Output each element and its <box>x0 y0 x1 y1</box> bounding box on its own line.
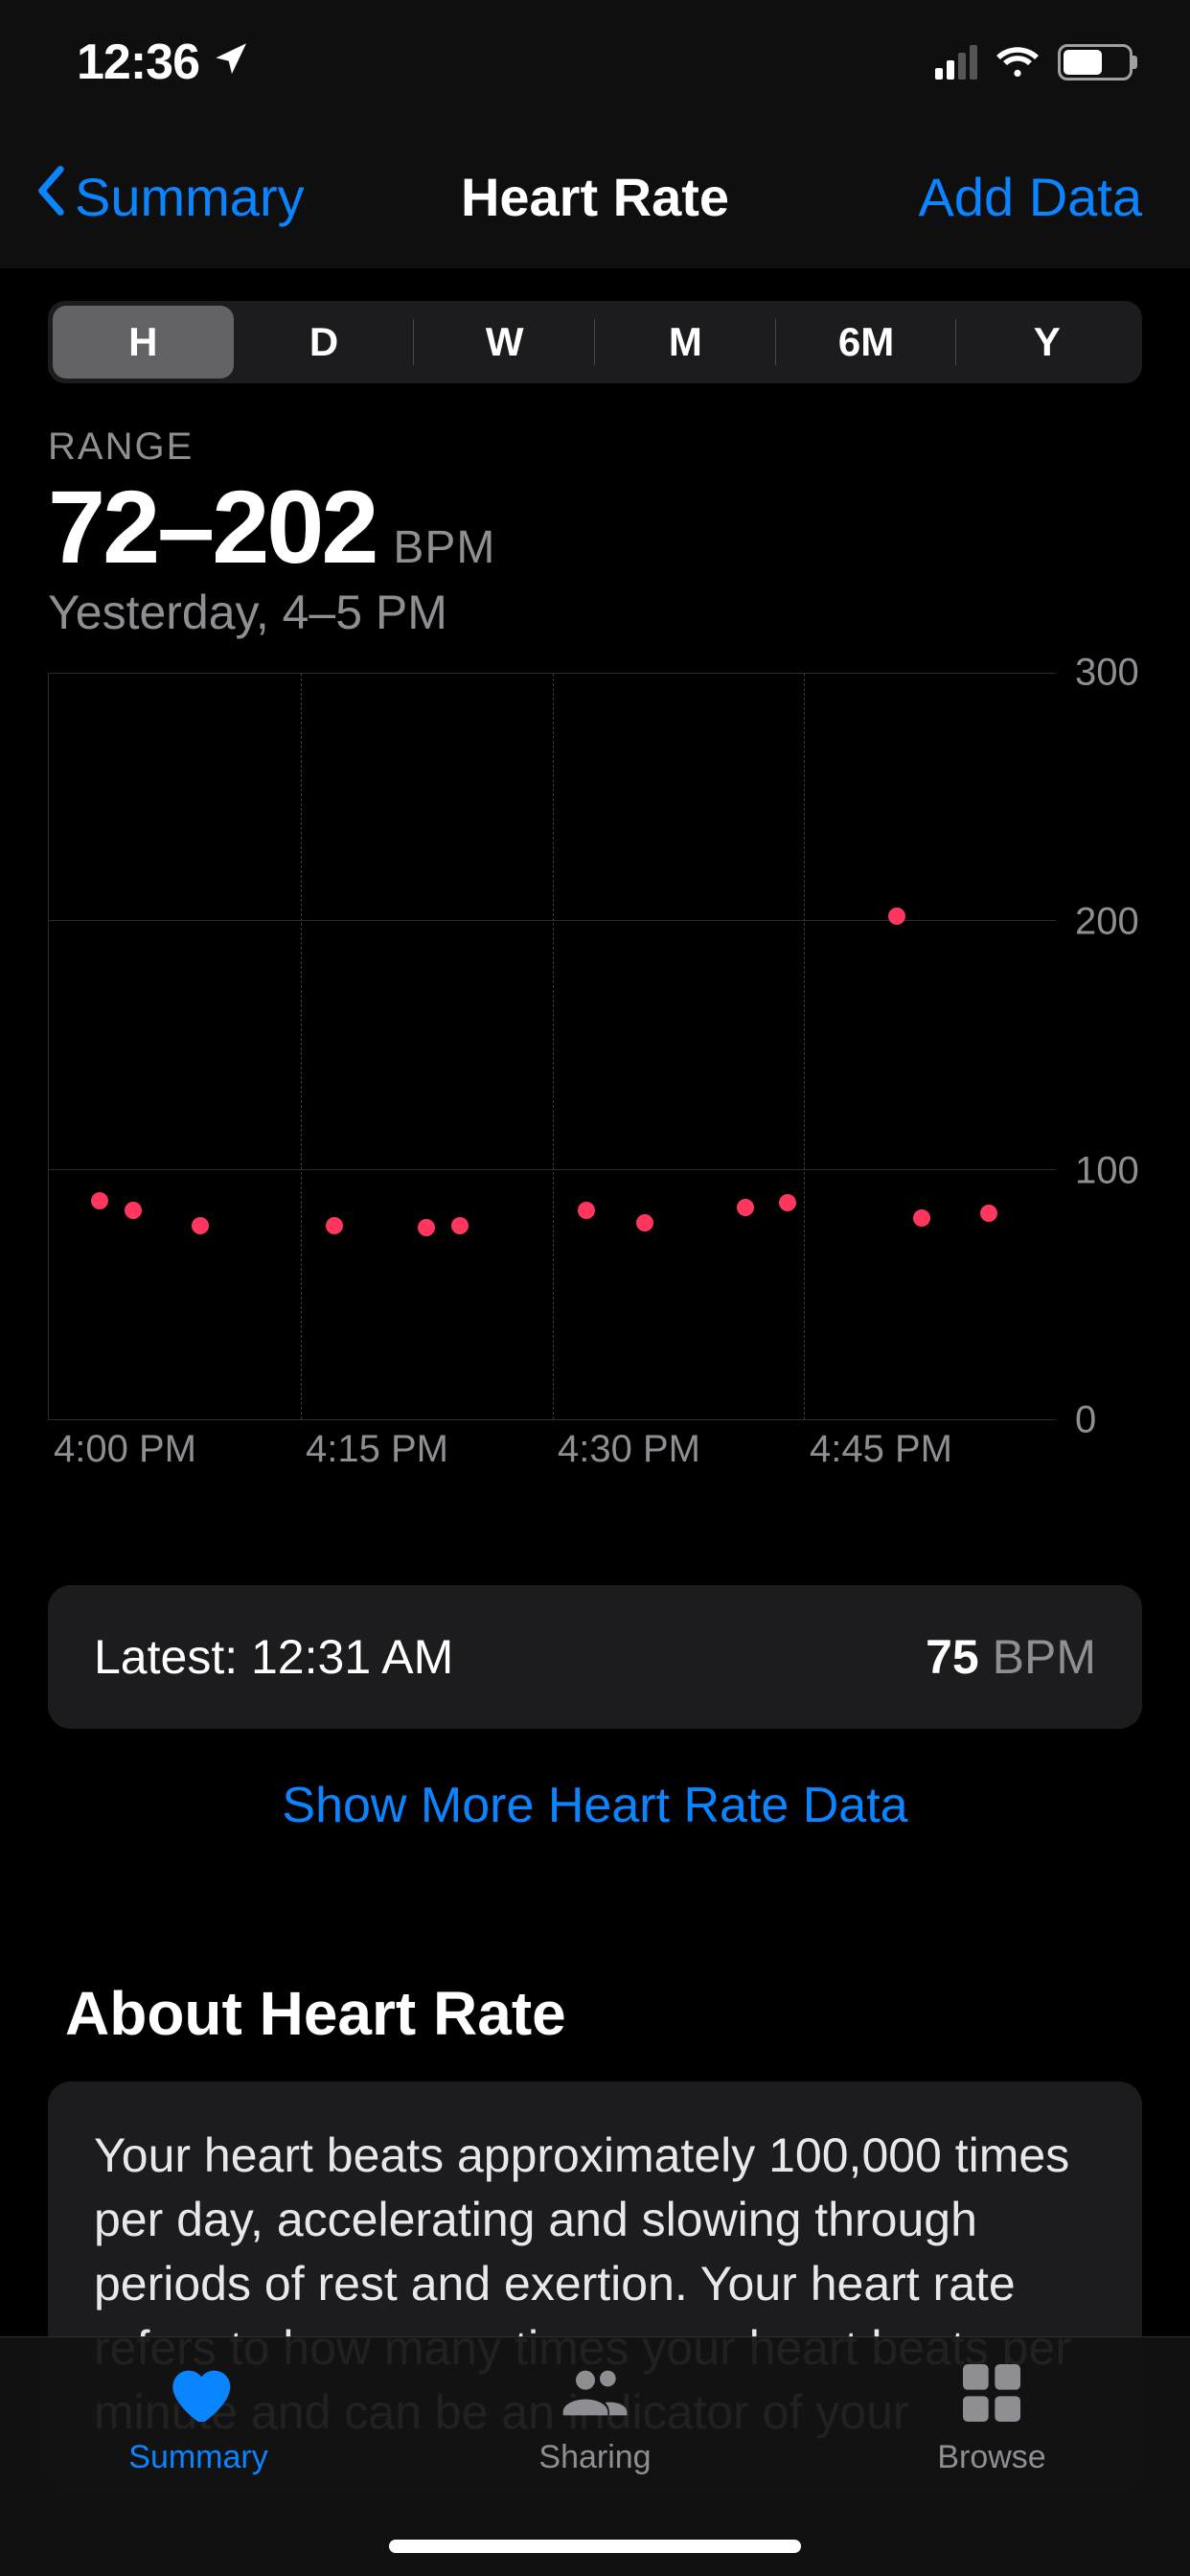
chart-point <box>91 1192 108 1209</box>
latest-value-group: 75 BPM <box>926 1629 1096 1685</box>
chart-x-axis: 4:00 PM 4:15 PM 4:30 PM 4:45 PM <box>48 1428 1056 1480</box>
chart-point <box>737 1199 754 1216</box>
x-tick: 4:15 PM <box>306 1428 448 1471</box>
chart-point <box>980 1205 997 1222</box>
chart-y-axis: 0100200300 <box>1075 673 1142 1420</box>
chart-point <box>913 1209 930 1227</box>
latest-reading-card[interactable]: Latest: 12:31 AM 75 BPM <box>48 1585 1142 1729</box>
chart-point <box>418 1219 435 1236</box>
latest-label: Latest: 12:31 AM <box>94 1629 453 1685</box>
range-value: 72–202 <box>48 472 376 581</box>
latest-unit: BPM <box>993 1630 1096 1684</box>
back-label: Summary <box>75 166 305 228</box>
chart-point <box>779 1194 796 1211</box>
summary-icon <box>160 2355 237 2431</box>
tab-label: Browse <box>937 2439 1045 2476</box>
chart-point <box>326 1217 343 1234</box>
status-bar: 12:36 <box>0 0 1190 125</box>
wifi-icon <box>995 37 1041 88</box>
x-tick: 4:45 PM <box>810 1428 952 1471</box>
segment-y[interactable]: Y <box>956 306 1137 379</box>
page-title: Heart Rate <box>461 166 729 228</box>
cellular-icon <box>935 45 977 80</box>
latest-time: 12:31 AM <box>251 1630 453 1684</box>
segment-h[interactable]: H <box>53 306 234 379</box>
y-tick: 300 <box>1075 652 1139 695</box>
segment-6m[interactable]: 6M <box>776 306 957 379</box>
chart-point <box>636 1214 653 1231</box>
nav-header: Summary Heart Rate Add Data <box>0 125 1190 268</box>
x-tick: 4:00 PM <box>54 1428 196 1471</box>
location-icon <box>213 34 251 91</box>
segment-w[interactable]: W <box>414 306 595 379</box>
chevron-left-icon <box>29 164 71 230</box>
time-range-selector[interactable]: HDWM6MY <box>48 301 1142 383</box>
tab-label: Sharing <box>538 2439 651 2476</box>
latest-value: 75 <box>926 1630 979 1684</box>
back-button[interactable]: Summary <box>29 164 305 230</box>
segment-m[interactable]: M <box>595 306 776 379</box>
sharing-icon <box>557 2355 633 2431</box>
x-tick: 4:30 PM <box>558 1428 700 1471</box>
home-indicator[interactable] <box>389 2540 801 2553</box>
range-unit: BPM <box>393 521 495 574</box>
chart-point <box>451 1217 469 1234</box>
status-time-group: 12:36 <box>77 34 251 91</box>
y-tick: 100 <box>1075 1150 1139 1193</box>
battery-fill <box>1064 50 1102 75</box>
tab-browse[interactable]: Browse <box>793 2355 1190 2576</box>
chart-point <box>125 1202 142 1219</box>
y-tick: 200 <box>1075 901 1139 944</box>
browse-icon <box>953 2355 1030 2431</box>
about-title: About Heart Rate <box>65 1978 1142 2049</box>
chart-point <box>888 908 905 925</box>
tab-summary[interactable]: Summary <box>0 2355 397 2576</box>
segment-d[interactable]: D <box>234 306 415 379</box>
latest-prefix: Latest: <box>94 1630 251 1684</box>
main-content: HDWM6MY RANGE 72–202 BPM Yesterday, 4–5 … <box>0 301 1190 2487</box>
heart-rate-chart[interactable]: 0100200300 <box>48 673 1142 1420</box>
status-right-group <box>935 37 1133 88</box>
battery-icon <box>1058 44 1133 80</box>
chart-point <box>578 1202 595 1219</box>
tab-label: Summary <box>128 2439 267 2476</box>
add-data-button[interactable]: Add Data <box>919 166 1143 228</box>
show-more-link[interactable]: Show More Heart Rate Data <box>48 1777 1142 1834</box>
range-time: Yesterday, 4–5 PM <box>48 585 1142 640</box>
status-time: 12:36 <box>77 34 199 91</box>
chart-plot-area <box>48 673 1056 1420</box>
range-label: RANGE <box>48 426 1142 469</box>
y-tick: 0 <box>1075 1399 1096 1442</box>
range-summary: RANGE 72–202 BPM Yesterday, 4–5 PM <box>48 426 1142 640</box>
chart-point <box>192 1217 209 1234</box>
